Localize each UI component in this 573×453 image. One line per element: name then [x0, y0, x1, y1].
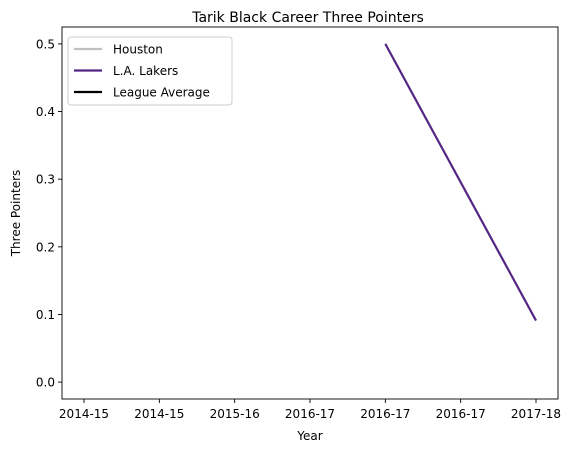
y-tick-label: 0.5	[36, 37, 55, 51]
x-tick-label: 2015-16	[210, 407, 260, 421]
x-tick-label: 2017-18	[511, 407, 561, 421]
y-tick-label: 0.1	[36, 308, 55, 322]
series-line-1	[384, 43, 537, 322]
y-tick-label: 0.2	[36, 240, 55, 254]
y-tick-label: 0.3	[36, 173, 55, 187]
x-tick-label: 2016-17	[360, 407, 410, 421]
legend: Houston L.A. Lakers League Average	[67, 36, 233, 106]
y-axis-label: Three Pointers	[9, 170, 23, 258]
x-tick-label: 2014-15	[134, 407, 184, 421]
legend-label: League Average	[113, 86, 210, 100]
legend-label: Houston	[113, 43, 163, 57]
y-tick-label: 0.4	[36, 105, 55, 119]
legend-label: L.A. Lakers	[113, 64, 178, 78]
x-tick-label: 2016-17	[285, 407, 335, 421]
y-tick-label: 0.0	[36, 376, 55, 390]
x-axis: 2014-15 2014-15 2015-16 2016-17 2016-17 2016-…	[59, 399, 561, 421]
x-axis-label: Year	[296, 429, 322, 443]
x-tick-label: 2014-15	[59, 407, 109, 421]
legend-box	[67, 36, 233, 106]
y-axis: 0.0 0.1 0.2 0.3 0.4 0.5	[36, 37, 62, 390]
x-tick-label: 2016-17	[436, 407, 486, 421]
chart-title: Tarik Black Career Three Pointers	[191, 10, 424, 26]
series-lines	[384, 43, 537, 322]
